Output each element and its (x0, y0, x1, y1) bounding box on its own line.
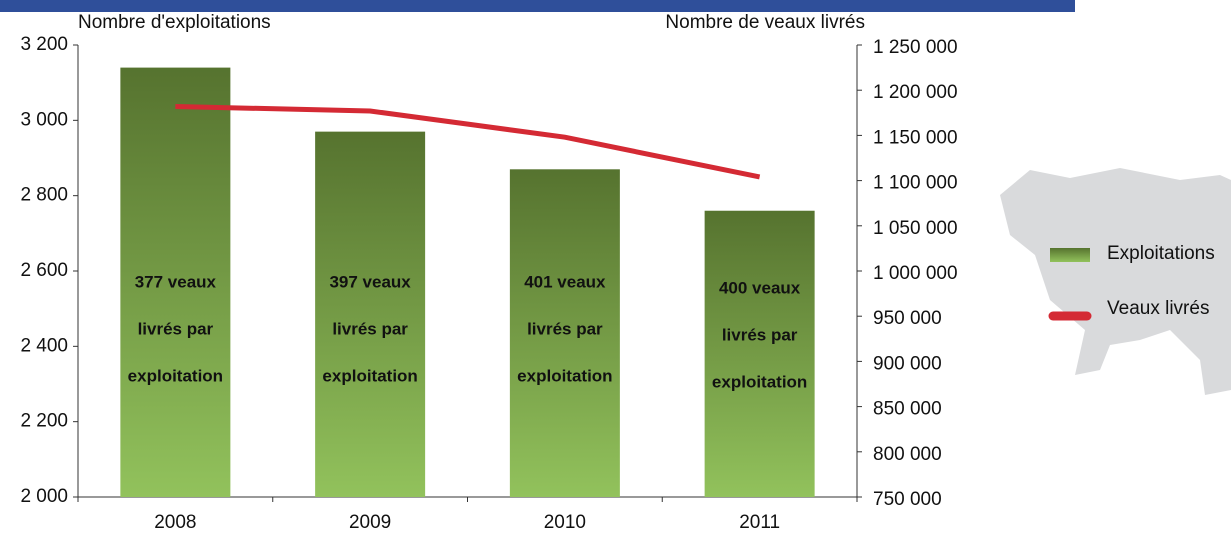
y2-tick-label: 850 000 (873, 399, 942, 420)
y2-tick-label: 1 050 000 (873, 218, 958, 239)
bar (120, 67, 231, 497)
x-tick-label: 2011 (739, 512, 780, 533)
line (175, 103, 761, 180)
y2-tick-label: 1 200 000 (873, 82, 958, 103)
y-tick-label: 2 800 (20, 185, 68, 206)
bar-annotation: exploitation (517, 366, 612, 385)
y2-tick-label: 1 150 000 (873, 127, 958, 148)
bar-annotation: 397 veaux (329, 272, 411, 291)
y2-tick-label: 750 000 (873, 489, 942, 510)
y-tick-label: 2 000 (20, 486, 68, 507)
bar-annotation: exploitation (322, 366, 417, 385)
y2-tick-label: 1 100 000 (873, 173, 958, 194)
y-tick-label: 3 000 (20, 109, 68, 130)
x-tick-label: 2010 (544, 512, 586, 533)
bar-annotation: 400 veaux (719, 278, 801, 297)
legend-label: Veaux livrés (1107, 298, 1209, 319)
bar-annotation: livrés par (527, 319, 603, 338)
y-axis-title: Nombre d'exploitations (78, 12, 271, 33)
bar-annotation: 401 veaux (524, 272, 606, 291)
y2-tick-label: 900 000 (873, 353, 942, 374)
bar-annotation: livrés par (138, 319, 214, 338)
y2-tick-label: 800 000 (873, 444, 942, 465)
y2-axis-title: Nombre de veaux livrés (665, 12, 865, 33)
y2-tick-label: 1 000 000 (873, 263, 958, 284)
bar-annotation: 377 veaux (135, 272, 217, 291)
x-tick-label: 2008 (154, 512, 196, 533)
y2-tick-label: 1 250 000 (873, 37, 958, 58)
bar-annotation: exploitation (128, 366, 223, 385)
x-tick-label: 2009 (349, 512, 391, 533)
bar (704, 210, 815, 497)
y-tick-label: 2 400 (20, 335, 68, 356)
y-tick-label: 3 200 (20, 34, 68, 55)
y-tick-label: 2 200 (20, 411, 68, 432)
bar-annotation: livrés par (722, 325, 798, 344)
cow-silhouette (1000, 168, 1231, 395)
legend-swatch (1050, 248, 1090, 262)
y2-tick-label: 950 000 (873, 308, 942, 329)
bar (315, 131, 426, 497)
bar-annotation: exploitation (712, 372, 807, 391)
bar-annotation: livrés par (332, 319, 408, 338)
bar (509, 169, 620, 498)
y-tick-label: 2 600 (20, 260, 68, 281)
top-band (0, 0, 1075, 12)
legend-label: Exploitations (1107, 243, 1215, 264)
